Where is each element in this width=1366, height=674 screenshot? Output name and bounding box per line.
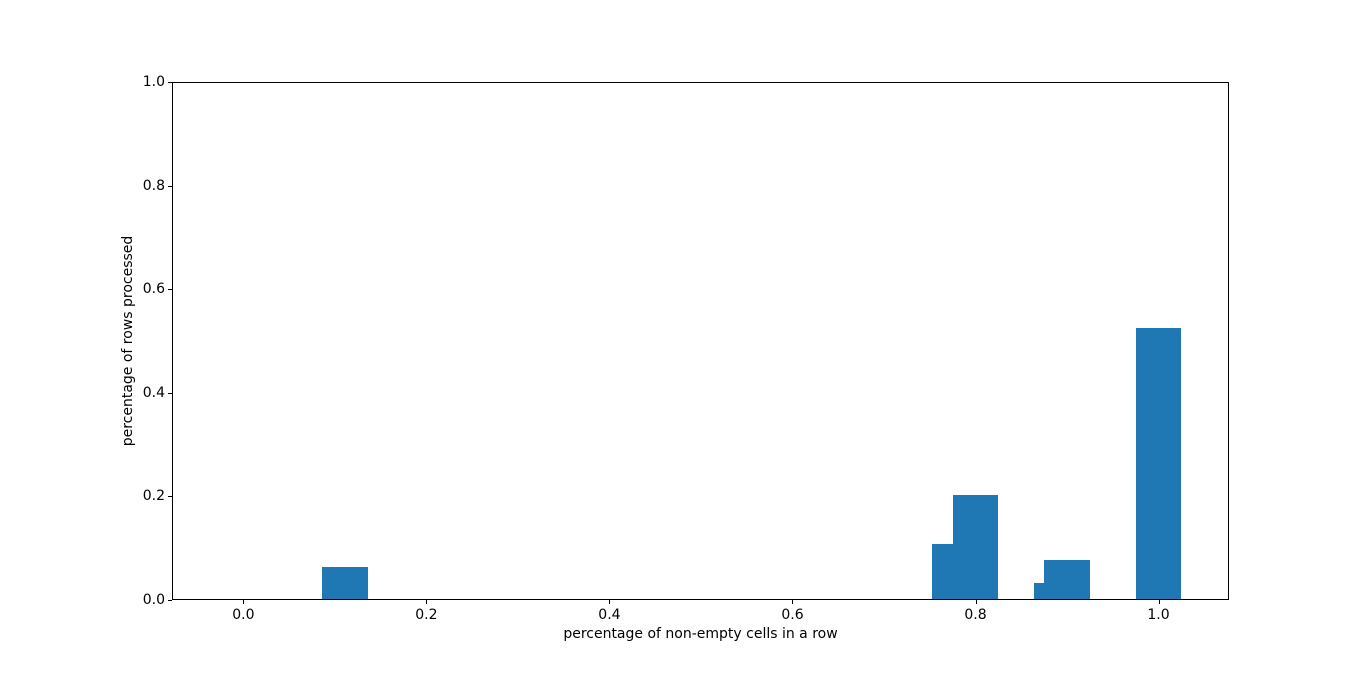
y-tick-label: 0.2 [142,488,165,505]
x-tick-label: 0.6 [781,607,804,623]
y-tick-label: 0.6 [142,281,165,298]
x-tick-label: 0.8 [964,607,987,623]
y-tick-label: 0.0 [142,592,165,608]
x-tick-mark [243,600,245,604]
y-tick-mark [168,392,172,394]
x-tick-label: 0.2 [415,607,438,623]
x-tick-label: 0.4 [598,607,621,623]
y-tick-label: 1.0 [142,74,165,90]
x-tick-label: 1.0 [1147,607,1170,623]
x-tick-mark [426,600,428,604]
x-axis-label: percentage of non-empty cells in a row [563,626,838,642]
x-tick-mark [975,600,977,604]
x-tick-label: 0.0 [232,607,255,623]
histogram-bar [1135,327,1182,599]
y-tick-label: 0.4 [142,384,165,401]
x-tick-mark [792,600,794,604]
histogram-bar [1044,559,1090,599]
y-tick-mark [168,289,172,291]
histogram-bar [322,567,368,599]
y-tick-mark [168,82,172,83]
x-tick-mark [609,600,611,604]
y-tick-mark [168,496,172,498]
plot-area [172,82,1229,600]
x-tick-mark [1158,600,1160,604]
histogram-bar [952,495,999,599]
y-tick-mark [168,600,172,601]
y-tick-label: 0.8 [142,177,165,194]
y-axis-label: percentage of rows processed [120,235,136,447]
y-tick-mark [168,185,172,187]
